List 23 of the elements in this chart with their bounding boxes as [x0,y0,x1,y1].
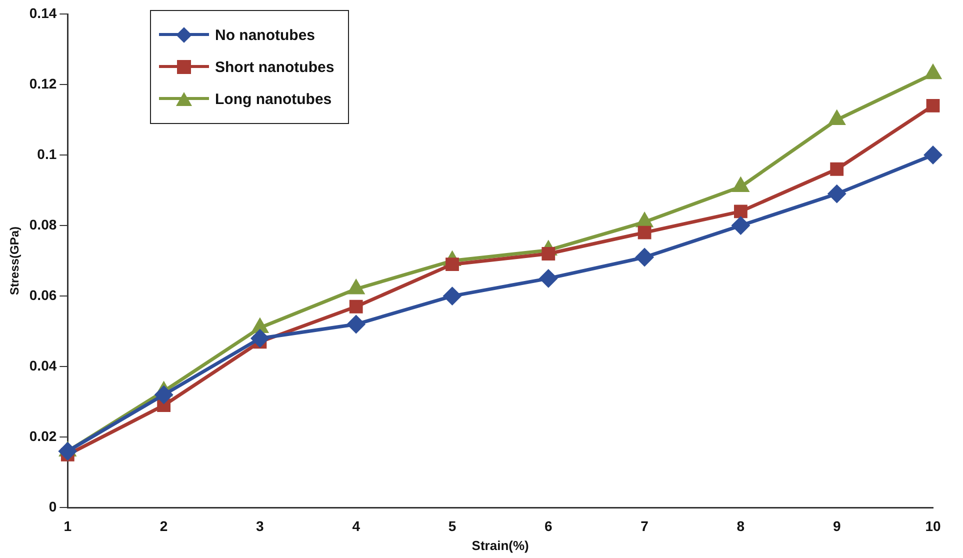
y-tick-label: 0.08 [29,216,57,232]
x-tick-label: 3 [256,518,264,534]
y-tick-label: 0.04 [29,357,57,374]
y-axis-title: Stress(GPa) [8,226,22,296]
y-tick-label: 0 [48,498,57,514]
x-tick-label: 9 [832,518,841,534]
x-tick-label: 10 [925,518,941,534]
x-tick-label: 6 [544,518,552,534]
y-tick-label: 0.02 [29,428,57,444]
x-axis-title: Strain(%) [472,538,529,553]
y-tick-label: 0.1 [37,146,57,162]
legend-label: Long nanotubes [215,90,332,108]
legend-label: Short nanotubes [215,58,334,76]
x-tick-label: 1 [64,518,72,534]
x-tick-label: 4 [352,518,360,534]
x-tick-label: 5 [448,518,456,534]
x-tick-label: 8 [736,518,745,534]
x-tick-label: 2 [160,518,168,534]
legend-label: No nanotubes [215,26,315,44]
x-tick-label: 7 [640,518,649,534]
y-tick-label: 0.12 [29,75,57,92]
y-tick-label: 0.14 [29,4,57,21]
y-tick-label: 0.06 [29,286,57,303]
